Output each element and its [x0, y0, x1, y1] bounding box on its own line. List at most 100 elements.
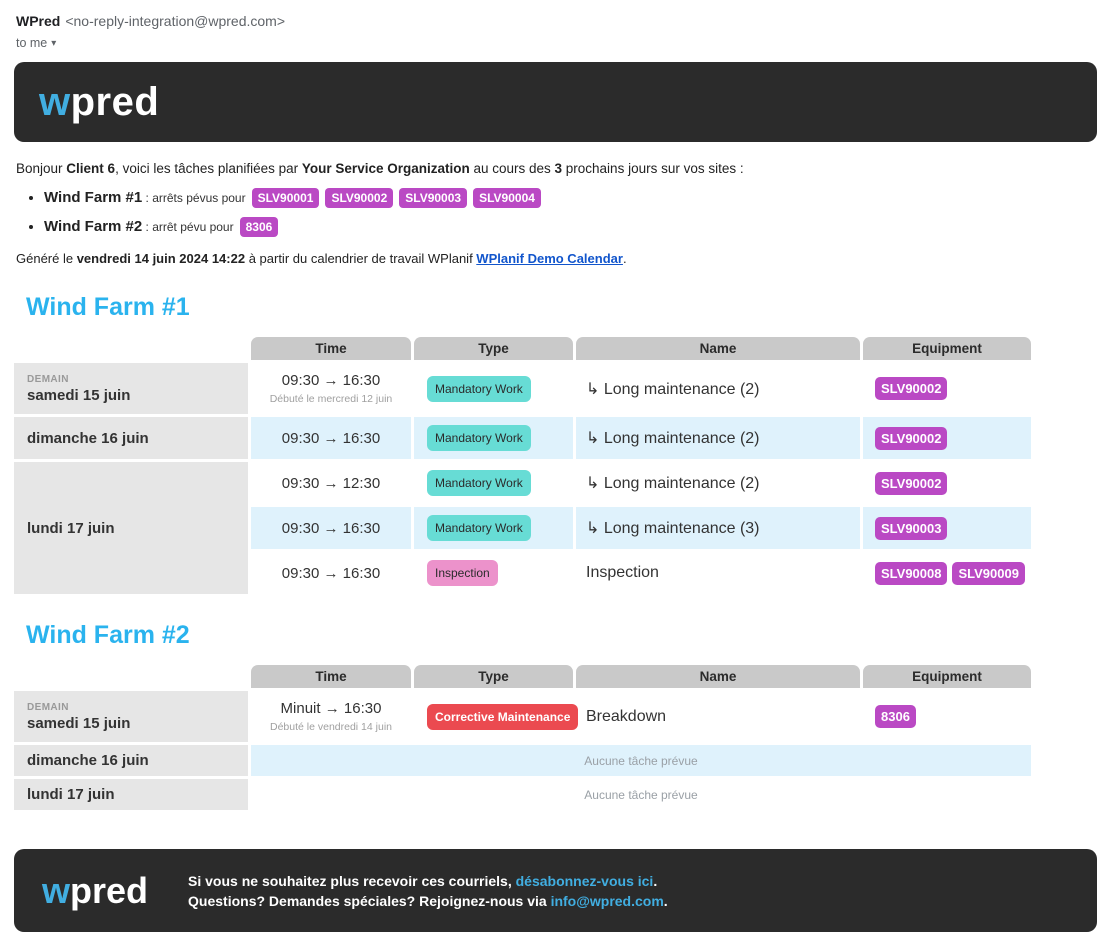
date-label: lundi 17 juin — [27, 786, 115, 803]
footer-line1: Si vous ne souhaitez plus recevoir ces c… — [188, 871, 668, 891]
date-cell: DEMAIN samedi 15 juin — [14, 363, 248, 414]
task-name: Inspection — [586, 564, 659, 581]
column-header-equipment: Equipment — [863, 337, 1031, 360]
time-range: 09:30 → 16:30 — [281, 564, 381, 582]
list-item: Wind Farm #2 : arrêt pévu pour 8306 — [44, 217, 1098, 237]
footer-line1-post: . — [653, 872, 658, 889]
footer-line2-post: . — [663, 892, 668, 909]
date-label: lundi 17 juin — [27, 519, 115, 537]
equipment-badge: SLV90004 — [473, 188, 541, 208]
date-cell: dimanche 16 juin — [14, 745, 248, 776]
column-header-type: Type — [414, 337, 573, 360]
email-header: WPred <no-reply-integration@wpred.com> to… — [0, 0, 1098, 50]
summary-label: : arrêt pévu pour — [142, 220, 234, 234]
farm2-table: Time Type Name Equipment DEMAIN samedi 1… — [14, 665, 1098, 810]
intro-paragraph: Bonjour Client 6, voici les tâches plani… — [16, 161, 1082, 176]
date-label: dimanche 16 juin — [27, 429, 149, 447]
date-label: samedi 15 juin — [27, 714, 131, 732]
no-task-cell: Aucune tâche prévue — [251, 745, 1031, 776]
site-name: Wind Farm #2 — [44, 218, 143, 235]
column-header-equipment: Equipment — [863, 665, 1031, 688]
calendar-link[interactable]: WPlanif Demo Calendar — [476, 251, 623, 266]
time-cell: 09:30 → 16:30 — [251, 507, 411, 549]
type-cell: Corrective Maintenance — [414, 691, 579, 742]
column-header-name: Name — [576, 665, 860, 688]
farm1-table-header: Time Type Name Equipment — [251, 337, 1098, 360]
type-cell: Mandatory Work — [414, 507, 573, 549]
equipment-badge: 8306 — [875, 705, 916, 728]
type-badge: Mandatory Work — [427, 425, 531, 451]
type-cell: Mandatory Work — [414, 417, 573, 459]
table-row-group: lundi 17 juin 09:30 → 12:30 Mandatory Wo… — [14, 462, 1098, 594]
time-range: Minuit → 16:30 — [280, 700, 382, 717]
table-row: 09:30 → 16:30 Mandatory Work ↳ Long main… — [251, 507, 1031, 549]
type-cell: Mandatory Work — [414, 462, 573, 504]
table-row: DEMAIN samedi 15 juin 09:30 → 16:30 Débu… — [14, 363, 1098, 414]
sender-name: WPred — [16, 13, 61, 29]
type-badge: Inspection — [427, 560, 498, 586]
equipment-badge: 8306 — [239, 217, 279, 237]
farm2-table-header: Time Type Name Equipment — [251, 665, 1098, 688]
intro-post: prochains jours sur vos sites : — [562, 161, 744, 176]
summary-label: : arrêts pévus pour — [142, 191, 246, 205]
table-row: 09:30 → 16:30 Inspection Inspection SLV9… — [251, 552, 1031, 594]
column-header-type: Type — [414, 665, 573, 688]
footer-text: Si vous ne souhaitez plus recevoir ces c… — [188, 871, 668, 911]
sender-address: <no-reply-integration@wpred.com> — [65, 13, 285, 29]
equipment-cell: SLV90003 — [863, 507, 1031, 549]
equipment-badge: SLV90001 — [251, 188, 320, 208]
to-label: to me — [16, 36, 48, 50]
table-row: dimanche 16 juin 09:30 → 16:30 Mandatory… — [14, 417, 1098, 459]
time-cell: Minuit → 16:30 Débuté le vendredi 14 jui… — [251, 691, 411, 742]
footer-banner: wpred Si vous ne souhaitez plus recevoir… — [14, 849, 1097, 932]
intro-mid1: , voici les tâches planifiées par — [115, 161, 302, 176]
time-cell: 09:30 → 12:30 — [251, 462, 411, 504]
task-name: Breakdown — [586, 707, 667, 725]
time-range: 09:30 → 16:30 — [281, 372, 381, 389]
recipient-dropdown[interactable]: to me ▾ — [16, 36, 1098, 50]
demain-tag: DEMAIN — [27, 373, 69, 385]
unsubscribe-link[interactable]: désabonnez-vous ici — [515, 872, 654, 889]
equipment-badge: SLV90002 — [325, 188, 394, 208]
wpred-logo: wpred — [42, 869, 148, 911]
logo-rest: pred — [70, 80, 160, 124]
table-row: lundi 17 juin Aucune tâche prévue — [14, 779, 1098, 810]
task-name: ↳ Long maintenance (3) — [576, 507, 860, 549]
equipment-badge: SLV90008 — [875, 561, 948, 585]
task-name: ↳ Long maintenance (2) — [576, 417, 860, 459]
equipment-cell: SLV90002 — [863, 417, 1031, 459]
days-count: 3 — [554, 161, 563, 176]
type-badge: Mandatory Work — [427, 375, 531, 402]
time-cell: 09:30 → 16:30 — [251, 552, 411, 594]
table-row: DEMAIN samedi 15 juin Minuit → 16:30 Déb… — [14, 691, 1098, 742]
intro-pre: Bonjour — [16, 161, 67, 176]
equipment-badge: SLV90003 — [399, 188, 468, 208]
equipment-badge: SLV90003 — [875, 516, 948, 540]
type-cell: Inspection — [414, 552, 573, 594]
time-note: Débuté le mercredi 12 juin — [269, 393, 393, 405]
contact-email-link[interactable]: info@wpred.com — [550, 892, 664, 909]
org-name: Your Service Organization — [301, 161, 470, 176]
equipment-badge: SLV90009 — [952, 561, 1025, 585]
footer-line1-pre: Si vous ne souhaitez plus recevoir ces c… — [188, 872, 516, 889]
generated-post: . — [622, 251, 627, 266]
equipment-badge: SLV90002 — [875, 426, 948, 450]
date-cell: dimanche 16 juin — [14, 417, 248, 459]
date-label: dimanche 16 juin — [27, 752, 149, 769]
equipment-badge: SLV90002 — [875, 377, 948, 400]
date-cell: lundi 17 juin — [14, 462, 248, 594]
sender-line: WPred <no-reply-integration@wpred.com> — [16, 13, 1098, 29]
time-cell: 09:30 → 16:30 Débuté le mercredi 12 juin — [251, 363, 411, 414]
equipment-cell: SLV90002 — [863, 363, 1031, 414]
generated-pre: Généré le — [16, 251, 77, 266]
site-name: Wind Farm #1 — [44, 189, 143, 206]
equipment-cell: SLV90002 — [863, 462, 1031, 504]
no-task-cell: Aucune tâche prévue — [584, 787, 698, 802]
farm2-title: Wind Farm #2 — [26, 621, 190, 649]
footer-line2: Questions? Demandes spéciales? Rejoignez… — [188, 891, 668, 911]
logo-w: w — [42, 869, 71, 911]
time-range: 09:30 → 16:30 — [281, 429, 381, 447]
table-row: dimanche 16 juin Aucune tâche prévue — [14, 745, 1098, 776]
brand-banner: wpred — [14, 62, 1097, 142]
time-range: 09:30 → 12:30 — [281, 474, 381, 492]
